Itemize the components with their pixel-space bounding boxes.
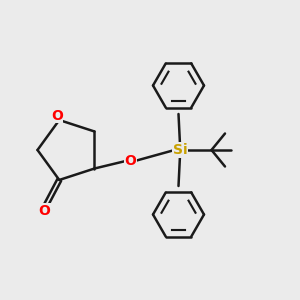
Text: O: O [38, 204, 50, 218]
Text: O: O [51, 109, 63, 122]
Text: Si: Si [173, 143, 187, 157]
Text: O: O [124, 154, 136, 168]
